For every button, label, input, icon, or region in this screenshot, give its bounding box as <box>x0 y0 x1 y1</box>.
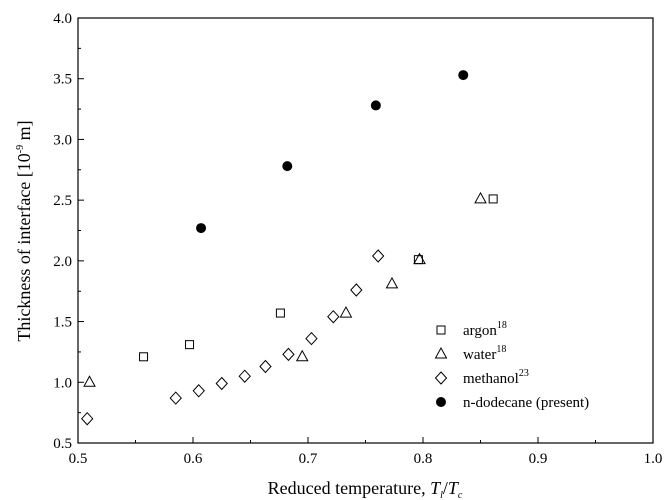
y-tick-label: 0.5 <box>53 436 72 452</box>
methanol-point <box>259 359 272 374</box>
x-tick-label: 0.7 <box>299 451 318 467</box>
argon-point <box>488 194 498 204</box>
legend: argon18 water18 methanol23 n-dodecane (pres… <box>434 320 589 411</box>
methanol-point <box>81 411 94 426</box>
methanol-point <box>169 391 182 405</box>
legend-marker-water <box>434 346 448 359</box>
legend-marker-argon <box>436 325 446 335</box>
methanol-point <box>327 309 340 324</box>
data-points <box>81 70 498 426</box>
legend-label: n-dodecane (present) <box>463 395 589 411</box>
water-point <box>474 191 487 204</box>
n-dodecane-point <box>196 223 207 234</box>
y-tick-label: 2.0 <box>53 254 72 270</box>
plot-frame <box>77 17 654 444</box>
n-dodecane-point <box>458 70 469 81</box>
x-tick-label: 0.5 <box>69 451 88 467</box>
water-point <box>339 306 353 318</box>
water-point <box>295 349 309 362</box>
y-tick-label: 1.5 <box>53 315 72 331</box>
x-axis-label: Reduced temperature, Tl/Tc <box>268 478 463 500</box>
legend-label: argon18 <box>463 320 507 339</box>
n-dodecane-point <box>282 161 293 172</box>
x-tick-label: 0.6 <box>184 451 203 467</box>
methanol-point <box>350 283 363 297</box>
methanol-point <box>238 369 251 383</box>
argon-point <box>275 308 285 318</box>
methanol-point <box>215 376 228 391</box>
y-tick-label: 3.5 <box>53 72 72 88</box>
y-tick-label: 1.0 <box>53 375 72 391</box>
x-tick-label: 1.0 <box>644 451 663 467</box>
water-point <box>83 375 96 387</box>
methanol-point <box>305 331 318 346</box>
y-tick-label: 3.0 <box>53 132 72 148</box>
methanol-point <box>282 347 295 362</box>
legend-marker-methanol <box>434 371 448 385</box>
argon-point <box>185 340 195 350</box>
y-tick-label: 4.0 <box>53 11 72 27</box>
x-tick-label: 0.9 <box>529 451 548 467</box>
legend-label: water18 <box>463 344 506 363</box>
axis-ticks: 0.5 0.6 0.7 0.8 0.9 1.0 0.5 1.0 1.5 2.0 2.5 3.0 3.5 4… <box>53 11 662 467</box>
legend-label: methanol23 <box>463 368 529 387</box>
y-tick-label: 2.5 <box>53 193 72 209</box>
methanol-point <box>192 384 205 398</box>
n-dodecane-point <box>370 100 381 111</box>
legend-marker-n-dodecane <box>436 397 446 407</box>
x-tick-label: 0.8 <box>414 451 433 467</box>
argon-point <box>139 352 149 362</box>
methanol-point <box>371 249 385 263</box>
water-point <box>385 276 399 289</box>
water-point <box>413 252 426 265</box>
y-axis-label: Thickness of interface [10-9 m] <box>14 120 34 341</box>
